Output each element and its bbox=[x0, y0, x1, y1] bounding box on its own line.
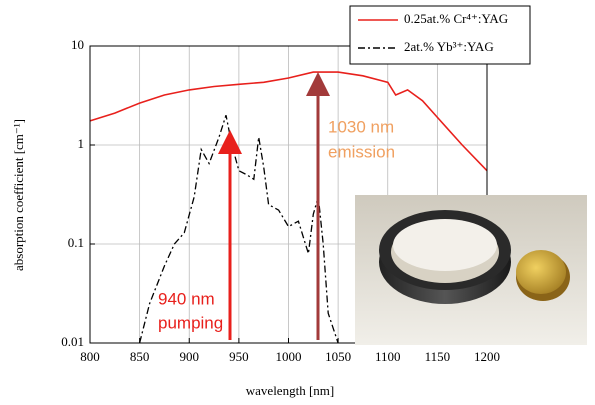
plot-frame bbox=[89, 45, 488, 344]
annotation: 940 nm bbox=[158, 289, 215, 308]
x-tick-label: 1200 bbox=[474, 349, 500, 364]
legend-label: 2at.% Yb³⁺:YAG bbox=[404, 39, 494, 54]
y-tick-label: 1 bbox=[78, 136, 85, 151]
y-tick-label: 0.01 bbox=[61, 334, 84, 349]
annotation: emission bbox=[328, 142, 395, 161]
data-line bbox=[138, 115, 339, 344]
legend-box bbox=[349, 5, 531, 65]
x-tick-label: 1000 bbox=[276, 349, 302, 364]
legend-label: 0.25at.% Cr⁴⁺:YAG bbox=[404, 11, 508, 26]
y-tick-label: 0.1 bbox=[68, 235, 84, 250]
annotation: pumping bbox=[158, 313, 223, 332]
sample-photo bbox=[355, 195, 587, 345]
x-tick-label: 800 bbox=[80, 349, 100, 364]
annotation: 1030 nm bbox=[328, 117, 394, 136]
x-tick-label: 1100 bbox=[375, 349, 401, 364]
y-axis-label: absorption coefficient [cm⁻¹] bbox=[11, 119, 26, 271]
x-tick-label: 900 bbox=[180, 349, 200, 364]
y-tick-label: 10 bbox=[71, 37, 84, 52]
x-tick-label: 1050 bbox=[325, 349, 351, 364]
x-axis-label: wavelength [nm] bbox=[246, 383, 334, 398]
x-tick-label: 850 bbox=[130, 349, 150, 364]
x-tick-label: 950 bbox=[229, 349, 249, 364]
x-tick-label: 1150 bbox=[425, 349, 451, 364]
legend: 0.25at.% Cr⁴⁺:YAG 2at.% Yb³⁺:YAG bbox=[349, 5, 531, 65]
